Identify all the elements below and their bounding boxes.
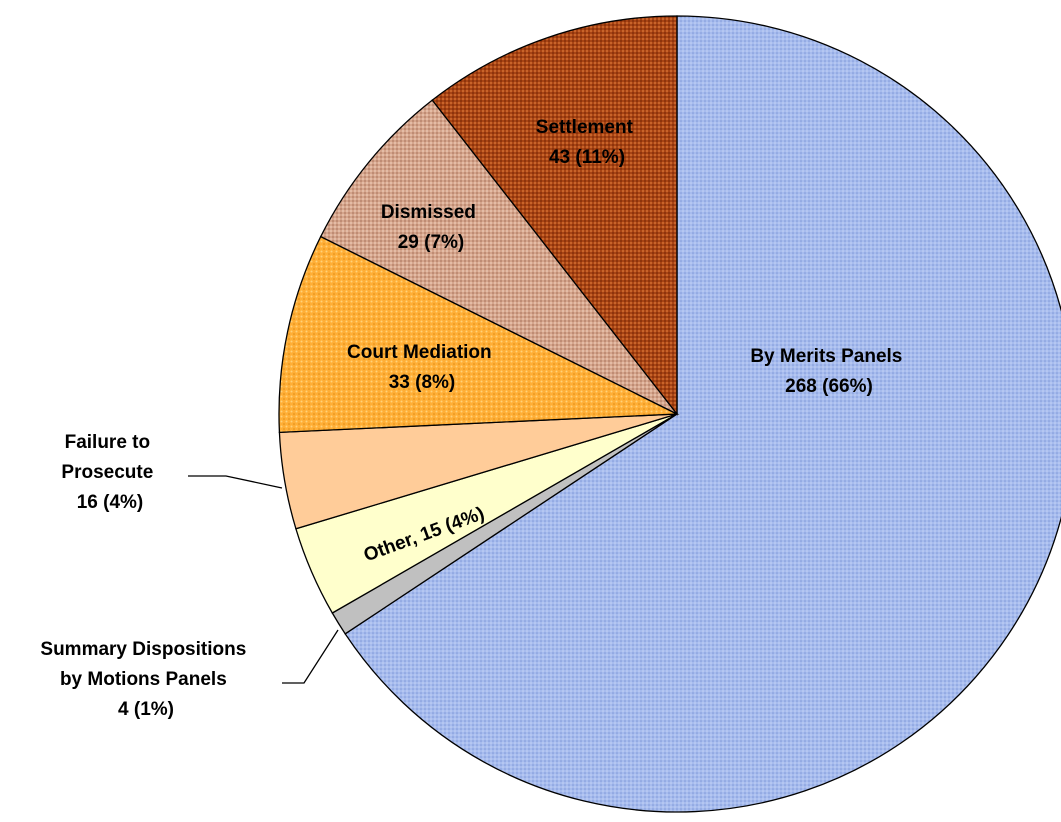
pie-slice-settlement [431,15,678,416]
settlement-label-name: Settlement [536,117,634,138]
summary-label-line2: by Motions Panels [60,669,227,690]
summary-label-value: 4 (1%) [118,699,174,720]
dismissed-label: Dismissed 29 (7%) [381,202,481,253]
failure-label-line2: Prosecute [61,462,153,483]
court-mediation-label-value: 33 (8%) [389,372,456,393]
settlement-label: Settlement 43 (11%) [536,117,638,168]
leader-line-failure-to-prosecute [188,475,283,489]
failure-to-prosecute-label: Failure to Prosecute 16 (4%) [61,432,158,513]
merits-label: By Merits Panels 268 (66%) [750,346,907,397]
leader-line-summary-dispositions [282,629,339,684]
court-mediation-label-name: Court Mediation [347,342,492,363]
pie-slice-by-merits-panels [344,15,1061,813]
dismissed-label-value: 29 (7%) [398,232,465,253]
failure-label-value: 16 (4%) [77,492,144,513]
court-mediation-label: Court Mediation 33 (8%) [347,342,497,393]
dismissed-label-name: Dismissed [381,202,476,223]
pie-slice-court-mediation [278,235,680,434]
merits-label-value: 268 (66%) [785,376,873,397]
pie-slices [278,15,1061,813]
summary-label-line1: Summary Dispositions [40,639,246,660]
summary-dispositions-label: Summary Dispositions by Motions Panels 4… [40,639,251,720]
merits-label-name: By Merits Panels [750,346,902,367]
settlement-label-value: 43 (11%) [549,147,625,168]
pie-slice-dismissed [319,99,678,415]
failure-label-line1: Failure to [65,432,151,453]
